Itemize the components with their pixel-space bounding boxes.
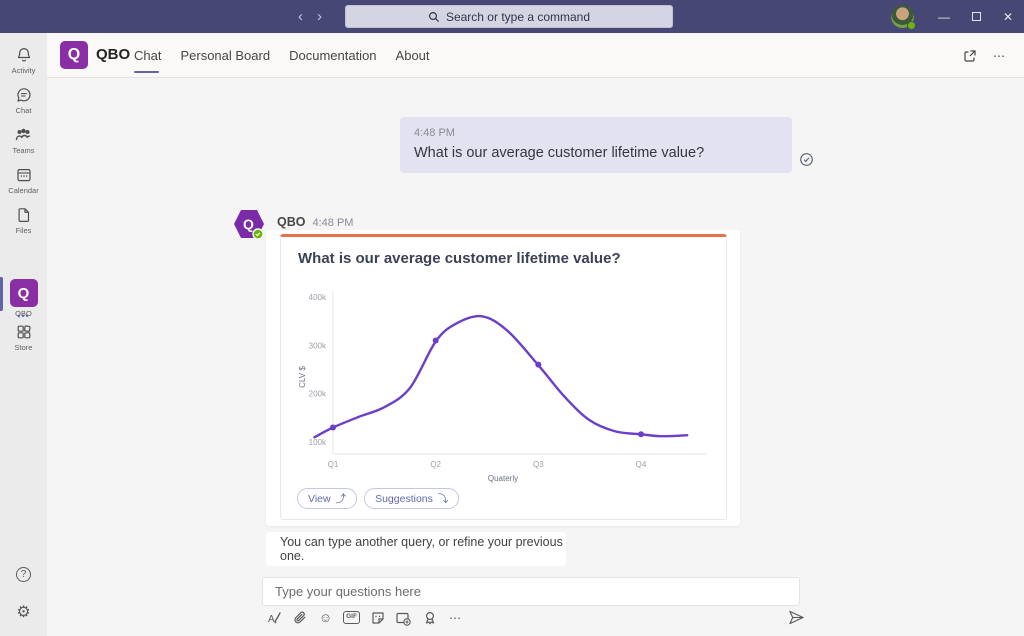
tab-personal-board[interactable]: Personal Board — [180, 48, 271, 63]
gif-label: GIF — [343, 611, 360, 624]
emoji-icon[interactable]: ☺ — [318, 610, 333, 625]
user-message: 4:48 PM What is our average customer lif… — [400, 117, 792, 173]
tab-chat[interactable]: Chat — [134, 33, 161, 78]
maximize-button[interactable] — [960, 0, 992, 33]
settings-button[interactable]: ⚙ — [0, 605, 47, 621]
svg-text:Q3: Q3 — [533, 460, 544, 469]
nav-back-icon[interactable]: ‹ — [298, 8, 303, 25]
nav-forward-icon[interactable]: › — [317, 8, 322, 25]
compose-more-icon[interactable]: ⋯ — [449, 610, 462, 625]
chat-bubble-icon — [16, 88, 31, 102]
tab-documentation[interactable]: Documentation — [289, 48, 377, 63]
close-button[interactable]: ✕ — [1002, 9, 1014, 24]
qbo-bot-avatar: Q — [234, 210, 264, 240]
send-button[interactable] — [788, 609, 805, 626]
suggestions-button-label: Suggestions — [375, 492, 433, 505]
svg-text:200k: 200k — [309, 390, 327, 399]
file-icon — [18, 208, 29, 222]
store-icon — [17, 325, 31, 339]
tab-about[interactable]: About — [395, 48, 430, 63]
answer-card: What is our average customer lifetime va… — [280, 234, 727, 520]
sidebar-label: Store — [14, 343, 33, 352]
svg-text:Q2: Q2 — [430, 460, 441, 469]
message-text: What is our average customer lifetime va… — [414, 145, 705, 161]
popout-icon[interactable] — [963, 49, 977, 63]
search-input[interactable]: Search or type a command — [345, 5, 673, 28]
bot-message-header: QBO 4:48 PM — [277, 215, 353, 229]
compose-toolbar: A ☺ GIF ⋯ — [265, 609, 464, 626]
bot-name: QBO — [277, 215, 306, 229]
tab-bar: Chat Personal Board Documentation About — [134, 33, 430, 78]
sidebar-label: QBO — [15, 309, 32, 318]
schedule-meeting-icon[interactable] — [395, 609, 412, 626]
sidebar-label: Teams — [12, 146, 35, 155]
bot-timestamp: 4:48 PM — [312, 217, 354, 229]
view-button-label: View — [308, 492, 331, 505]
sidebar-item-chat[interactable]: Chat — [0, 86, 47, 115]
svg-text:100k: 100k — [309, 438, 327, 447]
card-title: What is our average customer lifetime va… — [298, 250, 621, 267]
svg-text:Q: Q — [243, 216, 254, 232]
search-icon — [428, 11, 439, 22]
app-title: QBO — [96, 46, 131, 63]
qbo-logo: Q — [9, 279, 38, 307]
bot-followup-message: You can type another query, or refine yo… — [266, 532, 566, 566]
app-header: Q QBO Chat Personal Board Documentation … — [47, 33, 1024, 78]
arrow-up-icon: ⤴ — [335, 493, 347, 505]
sidebar-label: Activity — [11, 66, 36, 75]
card-actions: View ⤴ Suggestions ⤵ — [297, 488, 460, 509]
bot-message-container: What is our average customer lifetime va… — [266, 230, 740, 526]
sticker-icon[interactable] — [369, 609, 386, 626]
calendar-icon — [16, 168, 31, 182]
chat-panel: 4:48 PM What is our average customer lif… — [47, 78, 1024, 636]
sidebar-item-teams[interactable]: Teams — [0, 126, 47, 155]
search-placeholder: Search or type a command — [445, 9, 591, 24]
format-icon[interactable]: A — [265, 609, 282, 626]
status-dot — [907, 21, 916, 30]
sidebar-label: Files — [15, 226, 32, 235]
attach-icon[interactable] — [291, 609, 308, 626]
title-bar: ‹ › Search or type a command — ✕ — [0, 0, 1024, 33]
arrow-down-icon: ⤵ — [437, 493, 449, 505]
suggestions-button[interactable]: Suggestions ⤵ — [364, 488, 460, 509]
svg-text:300k: 300k — [309, 341, 327, 350]
sidebar-label: Calendar — [8, 186, 39, 195]
svg-text:Q1: Q1 — [328, 460, 339, 469]
sidebar-item-qbo[interactable]: Q QBO — [0, 279, 47, 318]
message-seen-icon — [800, 153, 813, 166]
minimize-button[interactable]: — — [938, 9, 950, 24]
sidebar-label: Chat — [15, 106, 32, 115]
user-avatar[interactable] — [891, 5, 916, 30]
sidebar-item-store[interactable]: Store — [0, 323, 47, 352]
help-button[interactable]: ? — [0, 567, 47, 582]
qbo-overflow-dots-icon[interactable]: ••• — [17, 311, 30, 321]
active-item-indicator — [0, 277, 3, 311]
svg-text:A: A — [268, 614, 275, 625]
clv-line-chart: 100k 200k 300k 400k Q1 Q2 Q3 Q4 CLV $ Quaterly — [298, 291, 707, 483]
svg-text:Q4: Q4 — [636, 460, 647, 469]
maximize-icon — [971, 12, 981, 21]
sidebar-item-files[interactable]: Files — [0, 206, 47, 235]
bell-icon — [17, 48, 30, 62]
svg-text:Quaterly: Quaterly — [488, 474, 518, 483]
gif-icon[interactable]: GIF — [343, 609, 360, 626]
sidebar-item-activity[interactable]: Activity — [0, 46, 47, 75]
compose-input[interactable] — [262, 577, 800, 606]
view-button[interactable]: View ⤴ — [297, 488, 358, 509]
praise-icon[interactable] — [421, 609, 438, 626]
left-rail: Activity Chat Teams Calendar Files Q QBO… — [0, 33, 47, 636]
qbo-app-logo: Q — [60, 41, 88, 69]
help-icon: ? — [16, 567, 31, 582]
more-options-icon[interactable]: ⋯ — [993, 48, 1006, 63]
gear-icon: ⚙ — [16, 604, 31, 621]
svg-text:CLV $: CLV $ — [298, 366, 307, 388]
svg-text:400k: 400k — [309, 293, 327, 302]
teams-people-icon — [15, 128, 31, 141]
message-timestamp: 4:48 PM — [414, 127, 455, 139]
sidebar-item-calendar[interactable]: Calendar — [0, 166, 47, 195]
